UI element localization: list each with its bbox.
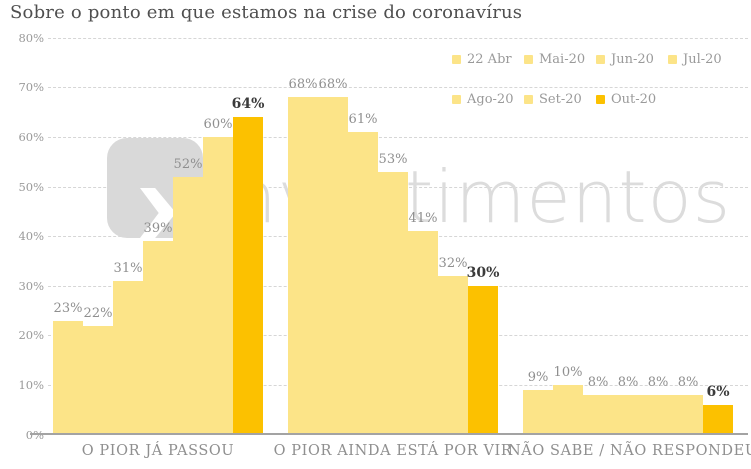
bar-Jul-20-group2: [378, 171, 408, 435]
bar-Mai-20-group2: [318, 97, 348, 435]
legend-swatch: [596, 54, 605, 64]
bar-Set-20-group2: [438, 275, 468, 435]
bar-value-label: 39%: [143, 221, 173, 237]
y-axis-tick-label: 30%: [18, 278, 44, 293]
bar-value-label: 8%: [677, 374, 699, 390]
bar-value-label: 52%: [173, 156, 203, 172]
bar-22 Abr-group1: [53, 320, 83, 435]
chart-title: Sobre o ponto em que estamos na crise do…: [10, 2, 523, 23]
legend-label: Out-20: [611, 91, 657, 107]
bar-value-label: 41%: [408, 211, 438, 227]
legend-swatch: [668, 54, 677, 64]
bar-value-label: 9%: [527, 370, 549, 386]
bar-value-label: 23%: [53, 300, 83, 316]
bar-value-label: 68%: [318, 77, 348, 93]
y-axis-tick-label: 50%: [18, 179, 44, 194]
bar-Set-20-group3: [673, 394, 703, 435]
bar-value-label: 32%: [438, 255, 468, 271]
bar-value-label: 6%: [706, 383, 730, 400]
bar-Jul-20-group3: [613, 394, 643, 435]
bar-Jul-20-group1: [143, 241, 173, 435]
legend: 22 Abr Mai-20 Jun-20 Jul-20 Ago-20 Set-20 Out-…: [452, 50, 748, 130]
legend-label: 22 Abr: [467, 51, 512, 67]
legend-item-Ago-20: Ago-20: [452, 90, 524, 108]
bar-Out-20-group3: [703, 404, 733, 435]
bar-value-label: 8%: [617, 374, 639, 390]
y-axis-tick-label: 80%: [18, 30, 44, 45]
bar-Set-20-group1: [203, 136, 233, 435]
bar-Jun-20-group3: [583, 394, 613, 435]
bar-value-label: 22%: [83, 305, 113, 321]
y-axis-tick-label: 40%: [18, 229, 44, 244]
bar-value-label: 64%: [231, 96, 265, 113]
gridline-60%: [48, 136, 748, 138]
bar-Jun-20-group2: [348, 131, 378, 435]
legend-swatch: [524, 54, 533, 64]
gridline-70%: [48, 87, 748, 89]
category-label-2: O PIOR AINDA ESTÁ POR VIR: [273, 443, 513, 459]
bar-value-label: 60%: [203, 116, 233, 132]
bar-Mai-20-group3: [553, 385, 583, 435]
y-axis-tick-label: 60%: [18, 129, 44, 144]
legend-label: Jul-20: [683, 51, 722, 67]
bar-Out-20-group2: [468, 285, 498, 435]
bar-Out-20-group1: [233, 117, 263, 435]
legend-item-Jul-20: Jul-20: [668, 50, 740, 68]
bar-value-label: 61%: [348, 111, 378, 127]
bar-value-label: 31%: [113, 260, 143, 276]
y-axis-tick-label: 10%: [18, 378, 44, 393]
category-label-1: O PIOR JÁ PASSOU: [81, 443, 235, 459]
bar-value-label: 53%: [378, 151, 408, 167]
bar-value-label: 10%: [553, 365, 583, 381]
gridline-80%: [48, 37, 748, 39]
legend-swatch: [524, 94, 533, 104]
legend-label: Mai-20: [539, 51, 586, 67]
legend-item-Set-20: Set-20: [524, 90, 596, 108]
bar-value-label: 8%: [587, 374, 609, 390]
y-axis-tick-label: 20%: [18, 328, 44, 343]
legend-swatch: [596, 94, 605, 104]
legend-label: Jun-20: [611, 51, 654, 67]
bar-22 Abr-group2: [288, 97, 318, 435]
bar-value-label: 68%: [288, 77, 318, 93]
bar-Jun-20-group1: [113, 280, 143, 435]
bar-Ago-20-group2: [408, 231, 438, 435]
legend-item-Jun-20: Jun-20: [596, 50, 668, 68]
legend-item-22 Abr: 22 Abr: [452, 50, 524, 68]
legend-swatch: [452, 94, 461, 104]
bar-value-label: 8%: [647, 374, 669, 390]
bar-22 Abr-group3: [523, 390, 553, 435]
bar-Mai-20-group1: [83, 325, 113, 435]
legend-label: Set-20: [539, 91, 582, 107]
y-axis-tick-label: 70%: [18, 80, 44, 95]
x-axis-line: [30, 433, 748, 435]
bar-value-label: 30%: [466, 264, 500, 281]
bar-Ago-20-group3: [643, 394, 673, 435]
legend-row-1: 22 Abr Mai-20 Jun-20 Jul-20: [452, 50, 748, 68]
category-label-3: NÃO SABE / NÃO RESPONDEU: [508, 443, 751, 459]
legend-item-Mai-20: Mai-20: [524, 50, 596, 68]
bar-Ago-20-group1: [173, 176, 203, 435]
legend-row-2: Ago-20 Set-20 Out-20: [452, 90, 748, 108]
legend-swatch: [452, 54, 461, 64]
legend-label: Ago-20: [467, 91, 514, 107]
legend-item-Out-20: Out-20: [596, 90, 668, 108]
